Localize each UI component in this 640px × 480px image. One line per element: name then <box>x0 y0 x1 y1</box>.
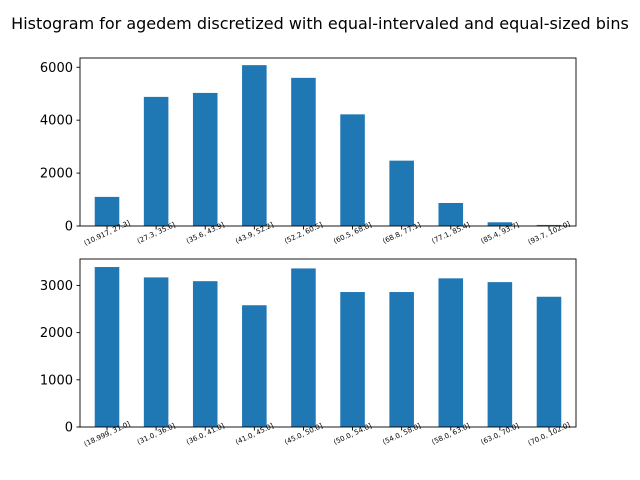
plot-frame-1 <box>79 258 577 428</box>
bar-1-0 <box>94 267 120 427</box>
chart-title: Histogram for agedem discretized with eq… <box>11 14 629 33</box>
bar-0-3 <box>242 65 267 226</box>
y-tick-label-0-3: 6000 <box>40 61 73 76</box>
bar-0-8 <box>487 222 513 226</box>
bar-0-1 <box>143 96 169 226</box>
bar-0-4 <box>291 77 316 226</box>
y-tick-label-1-2: 2000 <box>40 326 73 341</box>
bar-1-5 <box>340 292 365 427</box>
bar-1-7 <box>438 278 464 427</box>
bar-1-4 <box>291 268 316 427</box>
bar-0-2 <box>192 92 218 226</box>
bar-1-3 <box>242 305 267 427</box>
bar-1-8 <box>487 282 513 427</box>
x-tick-label-0-9: (93.7, 102.0] <box>527 220 572 247</box>
bar-0-5 <box>340 114 365 226</box>
y-tick-label-1-3: 3000 <box>40 279 73 294</box>
y-tick-label-0-2: 4000 <box>40 114 73 129</box>
bar-0-6 <box>389 160 414 226</box>
bar-0-9 <box>536 224 562 226</box>
bar-0-0 <box>94 196 120 226</box>
y-tick-label-0-0: 0 <box>65 220 73 235</box>
y-tick-label-1-0: 0 <box>65 421 73 436</box>
bar-1-2 <box>192 281 218 427</box>
bar-1-9 <box>536 296 562 427</box>
bar-1-6 <box>389 292 414 427</box>
plot-frame-0 <box>79 57 577 227</box>
y-tick-label-0-1: 2000 <box>40 167 73 182</box>
y-tick-label-1-1: 1000 <box>40 373 73 388</box>
bar-0-7 <box>438 202 464 226</box>
bar-1-1 <box>143 277 169 427</box>
